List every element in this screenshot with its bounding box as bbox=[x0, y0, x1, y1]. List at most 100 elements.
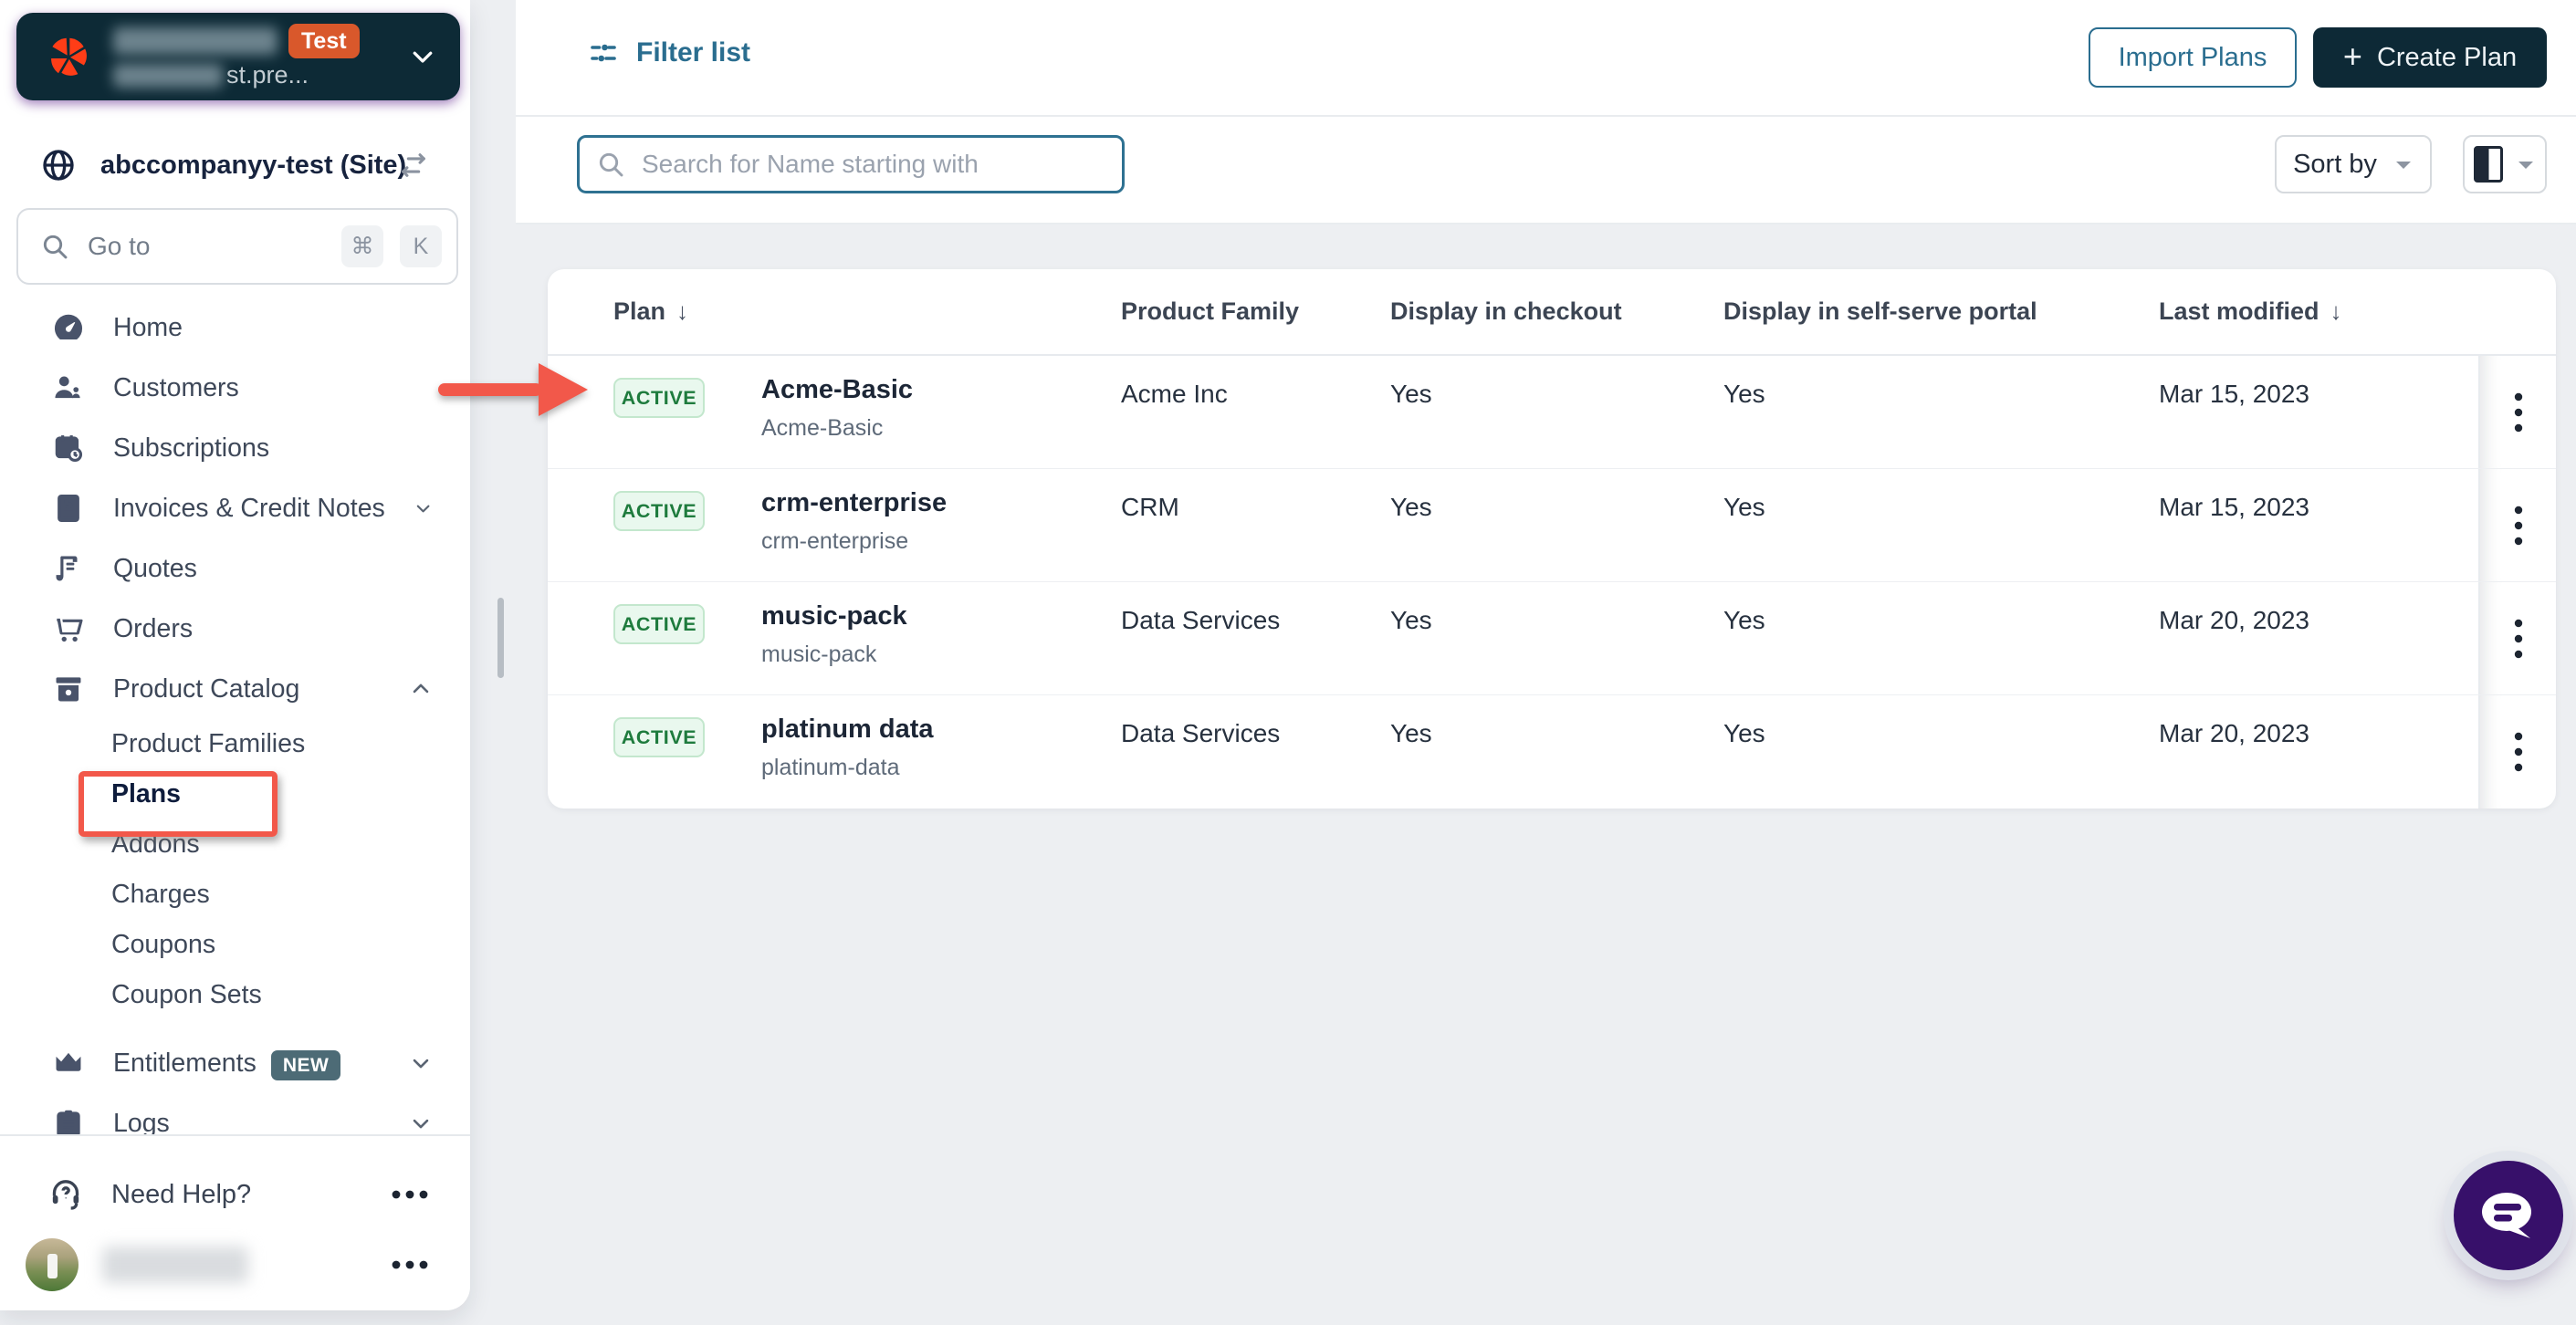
sidebar-item-home[interactable]: Home bbox=[0, 297, 470, 358]
sidebar-item-coupons[interactable]: Coupons bbox=[0, 920, 470, 970]
sidebar-item-plans[interactable]: Plans bbox=[0, 769, 470, 819]
row-actions-cell bbox=[2478, 582, 2556, 694]
quote-doc-icon bbox=[56, 556, 78, 581]
plus-icon: + bbox=[2342, 37, 2362, 75]
last-modified-cell: Mar 15, 2023 bbox=[2159, 493, 2309, 521]
site-selector[interactable]: abccompanyy-test (Site) bbox=[0, 137, 470, 193]
plan-id: music-pack bbox=[761, 641, 877, 667]
sidebar-divider bbox=[0, 1134, 470, 1136]
avatar[interactable] bbox=[26, 1238, 79, 1291]
row-actions-cell bbox=[2478, 695, 2556, 809]
plan-name: Acme-Basic bbox=[761, 375, 914, 404]
sidebar-item-orders[interactable]: Orders bbox=[0, 599, 470, 659]
user-profile[interactable] bbox=[0, 1234, 470, 1296]
status-badge: ACTIVE bbox=[613, 717, 705, 757]
sidebar-item-label: Logs bbox=[113, 1108, 170, 1135]
sidebar: Test st.pre... abccompanyy-test (Site) ⌘… bbox=[0, 0, 470, 1310]
sidebar-subitem-label: Addons bbox=[111, 829, 200, 859]
chargebee-logo bbox=[51, 37, 87, 76]
sidebar-item-entitlements[interactable]: Entitlements NEW bbox=[0, 1033, 470, 1093]
import-plans-button[interactable]: Import Plans bbox=[2089, 27, 2297, 88]
create-plan-button[interactable]: + Create Plan bbox=[2313, 27, 2547, 88]
goto-search[interactable]: ⌘ K bbox=[16, 208, 458, 285]
filter-sliders-icon bbox=[591, 44, 616, 62]
sidebar-item-label: Entitlements NEW bbox=[113, 1049, 381, 1080]
status-badge: ACTIVE bbox=[613, 604, 705, 644]
goto-input[interactable] bbox=[86, 231, 325, 262]
search-icon bbox=[43, 235, 68, 259]
table-row[interactable]: ACTIVE platinum data platinum-data Data … bbox=[548, 695, 2556, 809]
plan-id: Acme-Basic bbox=[761, 414, 884, 441]
product-family-cell: Data Services bbox=[1121, 719, 1281, 747]
sidebar-item-logs[interactable]: Logs bbox=[0, 1093, 470, 1134]
sidebar-item-label: Product Catalog bbox=[113, 673, 300, 704]
sidebar-subitem-label: Product Families bbox=[111, 729, 306, 758]
filter-list-button[interactable]: Filter list bbox=[587, 37, 750, 69]
table-row[interactable]: ACTIVE crm-enterprise crm-enterprise CRM… bbox=[548, 469, 2556, 582]
org-domain-suffix: st.pre... bbox=[226, 61, 309, 89]
column-header-product-family[interactable]: Product Family bbox=[1121, 297, 1300, 325]
toolbar: Sort by bbox=[516, 117, 2576, 224]
sidebar-item-customers[interactable]: Customers bbox=[0, 358, 470, 418]
sidebar-item-product-catalog[interactable]: Product Catalog bbox=[0, 659, 470, 719]
product-family-cell: Data Services bbox=[1121, 606, 1281, 634]
plan-search-input[interactable] bbox=[640, 149, 1105, 180]
page-header: Filter list Import Plans + Create Plan bbox=[516, 0, 2576, 117]
column-settings-button[interactable] bbox=[2463, 135, 2547, 193]
column-header-display-checkout[interactable]: Display in checkout bbox=[1390, 297, 1622, 325]
sidebar-item-label: Orders bbox=[113, 613, 194, 643]
kebab-menu-icon[interactable] bbox=[2497, 723, 2539, 781]
globe-icon bbox=[43, 150, 74, 181]
chevron-down-icon bbox=[413, 51, 433, 63]
plan-id: platinum-data bbox=[761, 754, 900, 780]
switch-site-icon[interactable] bbox=[397, 150, 430, 181]
display-portal-cell: Yes bbox=[1723, 380, 1765, 408]
row-actions-cell bbox=[2478, 356, 2556, 468]
table-row[interactable]: ACTIVE Acme-Basic Acme-Basic Acme Inc Ye… bbox=[548, 356, 2556, 469]
product-family-cell: CRM bbox=[1121, 493, 1179, 521]
need-help-label: Need Help? bbox=[111, 1179, 252, 1209]
plan-name: platinum data bbox=[761, 715, 934, 744]
plan-search[interactable] bbox=[577, 135, 1125, 193]
crown-icon bbox=[56, 1052, 81, 1071]
sidebar-item-subscriptions[interactable]: Subscriptions bbox=[0, 418, 470, 478]
more-horizontal-icon[interactable] bbox=[390, 1258, 430, 1271]
table-row[interactable]: ACTIVE music-pack music-pack Data Servic… bbox=[548, 582, 2556, 695]
row-actions-cell bbox=[2478, 469, 2556, 581]
kebab-menu-icon[interactable] bbox=[2497, 496, 2539, 555]
status-badge: ACTIVE bbox=[613, 378, 705, 418]
chevron-down-icon bbox=[413, 1119, 429, 1129]
import-plans-label: Import Plans bbox=[2118, 42, 2267, 72]
clipboard-icon bbox=[57, 1110, 80, 1134]
search-icon bbox=[599, 152, 623, 177]
headset-help-icon bbox=[52, 1180, 79, 1210]
column-header-last-modified[interactable]: Last modified ↓ bbox=[2159, 297, 2342, 325]
more-horizontal-icon[interactable] bbox=[390, 1188, 430, 1201]
chat-widget-button[interactable] bbox=[2454, 1161, 2563, 1270]
sidebar-item-invoices[interactable]: Invoices & Credit Notes bbox=[0, 478, 470, 538]
sidebar-item-product-families[interactable]: Product Families bbox=[0, 719, 470, 769]
sort-by-label: Sort by bbox=[2293, 149, 2377, 179]
need-help[interactable]: Need Help? bbox=[0, 1169, 470, 1220]
column-header-display-portal[interactable]: Display in self-serve portal bbox=[1723, 297, 2037, 325]
table-header: Plan ↓ Product Family Display in checkou… bbox=[548, 269, 2556, 356]
sidebar-item-coupon-sets[interactable]: Coupon Sets bbox=[0, 970, 470, 1020]
org-domain-redacted bbox=[113, 63, 223, 88]
org-switcher[interactable]: Test st.pre... bbox=[16, 13, 460, 100]
column-header-plan[interactable]: Plan ↓ bbox=[613, 297, 689, 325]
kebab-menu-icon[interactable] bbox=[2497, 610, 2539, 668]
sidebar-scrollbar[interactable] bbox=[497, 598, 504, 678]
columns-icon bbox=[2474, 146, 2503, 183]
org-name-block: Test st.pre... bbox=[113, 24, 389, 89]
kebab-menu-icon[interactable] bbox=[2497, 383, 2539, 442]
sort-by-button[interactable]: Sort by bbox=[2275, 135, 2432, 193]
sidebar-item-label: Invoices & Credit Notes bbox=[113, 493, 385, 523]
sidebar-item-label: Subscriptions bbox=[113, 433, 270, 463]
caret-down-icon bbox=[2518, 162, 2533, 169]
sidebar-item-quotes[interactable]: Quotes bbox=[0, 538, 470, 599]
org-name-redacted bbox=[113, 27, 277, 55]
sidebar-subitem-label: Coupon Sets bbox=[111, 980, 262, 1009]
sidebar-item-addons[interactable]: Addons bbox=[0, 819, 470, 870]
sidebar-item-charges[interactable]: Charges bbox=[0, 870, 470, 920]
